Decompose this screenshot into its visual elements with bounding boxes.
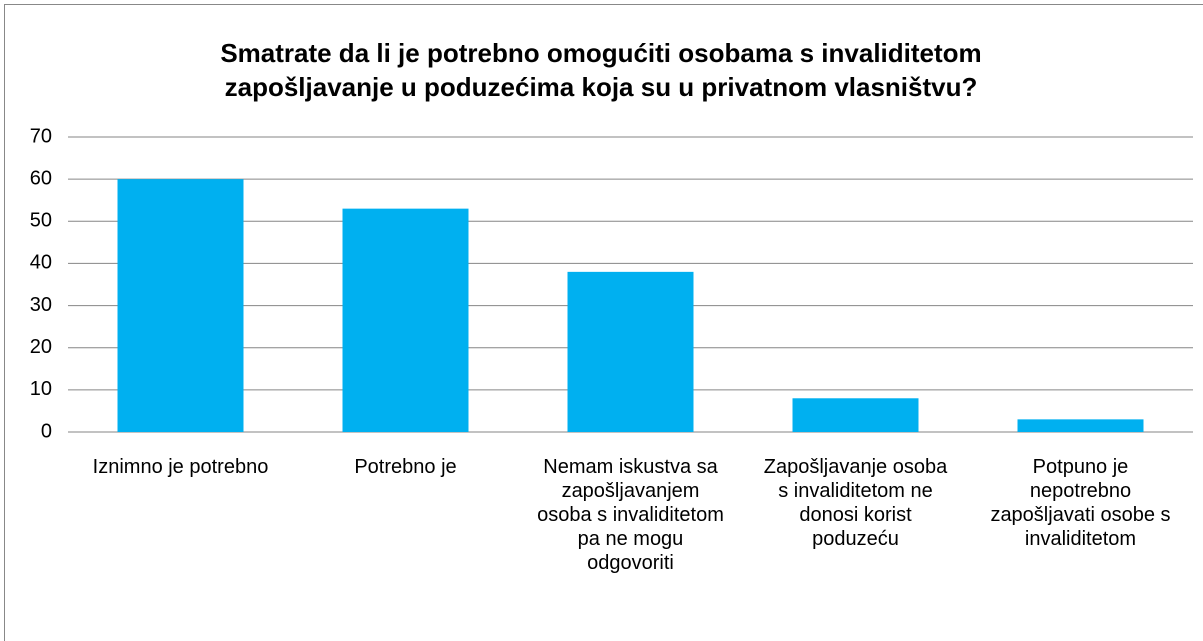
bar (792, 398, 919, 432)
bar (1017, 419, 1144, 432)
y-tick-label: 70 (30, 125, 52, 147)
x-tick-label: Nemam iskustva sa zapošljavanjem osoba s… (537, 456, 724, 574)
bar (567, 271, 694, 432)
x-tick-label: Iznimno je potrebno (92, 456, 269, 478)
y-tick-label: 40 (30, 252, 52, 274)
x-tick-label: Potpuno je nepotrebno zapošljavati osobe… (990, 456, 1171, 550)
y-tick-label: 50 (30, 210, 52, 232)
bar (117, 179, 244, 432)
x-tick-label: Potrebno je (354, 456, 457, 478)
chart-title: Smatrate da li je potrebno omogućiti oso… (220, 38, 982, 102)
chart-border (4, 4, 1203, 641)
x-tick-label: Zapošljavanje osoba s invaliditetom ne d… (763, 456, 948, 550)
y-tick-label: 0 (41, 420, 52, 442)
y-tick-label: 30 (30, 294, 52, 316)
y-tick-label: 60 (30, 167, 52, 189)
bar (342, 208, 469, 432)
y-tick-label: 20 (30, 336, 52, 358)
y-tick-label: 10 (30, 378, 52, 400)
